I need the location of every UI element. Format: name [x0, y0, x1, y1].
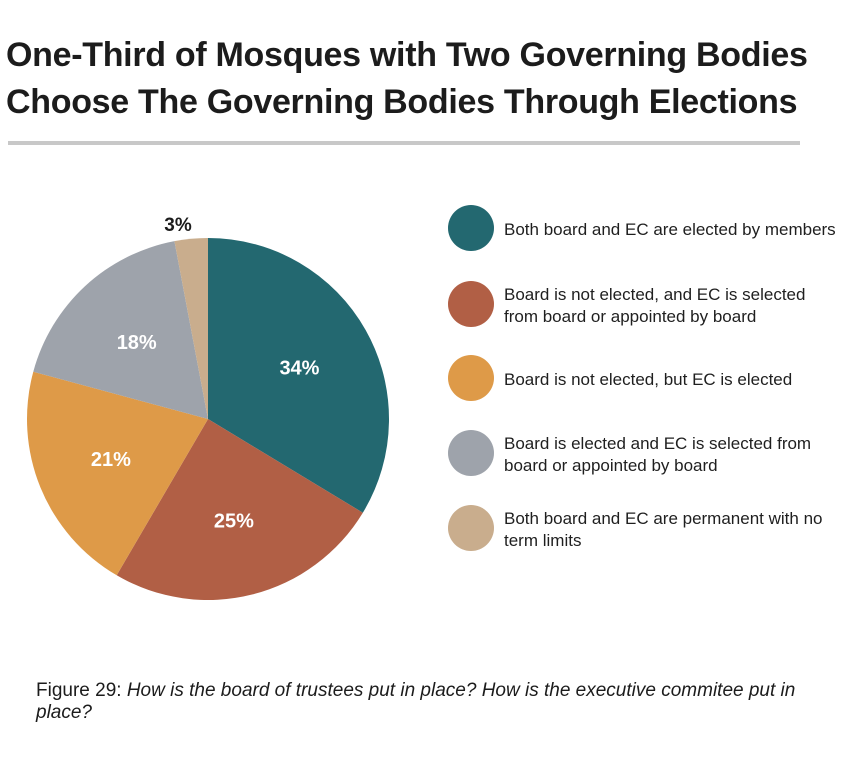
legend-label: Both board and EC are permanent with no …: [504, 509, 823, 550]
slice-value-label: 3%: [164, 215, 192, 236]
slice-value-label: 25%: [214, 511, 254, 533]
legend-label: Board is not elected, but EC is elected: [504, 370, 793, 389]
chart-title-line-1: One-Third of Mosques with Two Governing …: [6, 36, 808, 74]
legend-swatch: [448, 355, 494, 401]
slice-board-not-elected-ec-selected: [116, 419, 363, 600]
chart-title-line-2: Choose The Governing Bodies Through Elec…: [6, 83, 798, 121]
slice-board-not-elected-ec-elected: [26, 371, 208, 576]
slice-both-permanent: [174, 238, 208, 419]
legend-label: Board is not elected, and EC is selected…: [504, 285, 806, 326]
legend-item-board-elected-ec-selected: Board is elected and EC is selected from…: [448, 430, 848, 480]
slice-board-elected-ec-selected: [33, 241, 208, 419]
figure-label: Figure 29:: [36, 680, 122, 701]
figure-question: How is the board of trustees put in plac…: [36, 680, 796, 723]
pie-chart: 34% 25% 21% 18% 3%: [26, 215, 390, 600]
legend-label: Both board and EC are elected by members: [504, 220, 836, 239]
slice-value-label: 21%: [91, 449, 131, 471]
legend-item-both-elected: Both board and EC are elected by members: [448, 205, 848, 255]
slice-value-label: 34%: [279, 357, 319, 379]
legend-item-board-not-elected-ec-elected: Board is not elected, but EC is elected: [448, 355, 848, 405]
chart-title: One-Third of Mosques with Two Governing …: [6, 32, 846, 126]
figure-caption: Figure 29: How is the board of trustees …: [36, 680, 826, 724]
legend-item-both-permanent: Both board and EC are permanent with no …: [448, 505, 848, 555]
pie-slices: [26, 238, 390, 600]
slice-value-label: 18%: [117, 332, 157, 354]
legend-item-board-not-elected-ec-selected: Board is not elected, and EC is selected…: [448, 281, 848, 331]
legend-swatch: [448, 281, 494, 327]
legend-swatch: [448, 205, 494, 251]
title-divider: [8, 141, 800, 145]
legend-swatch: [448, 505, 494, 551]
slice-both-elected: [208, 238, 390, 513]
pie-slice-labels: 34% 25% 21% 18% 3%: [91, 215, 320, 533]
legend-swatch: [448, 430, 494, 476]
legend-label: Board is elected and EC is selected from…: [504, 434, 812, 475]
